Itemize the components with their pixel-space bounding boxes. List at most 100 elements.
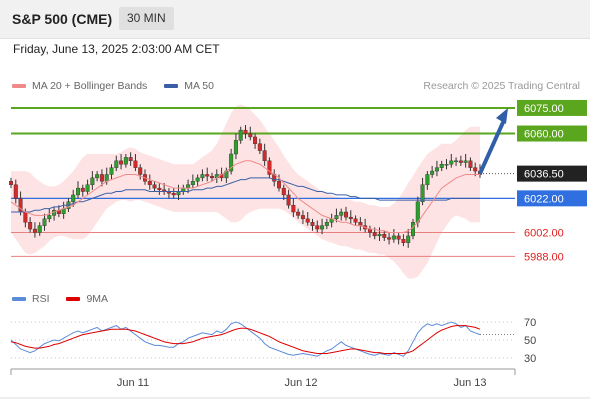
candle-body [229,153,234,172]
candle-body [147,181,152,185]
candle-body [296,211,301,216]
candle-body [166,191,171,194]
ma50-line [11,177,480,213]
candle-body [8,181,13,185]
candle-body [430,170,435,175]
candle-body [37,225,42,233]
rsi-level-label: 30 [524,353,536,365]
candle-body [411,222,416,237]
candle-body [80,187,85,192]
candle-body [329,218,334,223]
candle-body [205,174,210,177]
rsi-ma-line [10,325,481,354]
candle-body [56,210,61,214]
candle-body [95,174,100,179]
candle-body [99,174,104,182]
candle-body [90,177,95,185]
candle-body [162,189,167,192]
candle-body [195,177,200,182]
candle-body [61,208,66,214]
candle-body [138,167,143,175]
candle-body [157,187,162,191]
rsi-ma-label: 9MA [86,293,109,305]
timeframe-badge[interactable]: 30 MIN [119,7,174,30]
candle-body [66,201,71,209]
rsi-label: RSI [32,293,50,305]
candle-body [262,150,267,162]
candle-body [478,170,483,175]
price-label-box [517,99,587,116]
x-tick-label: Jun 13 [453,377,486,389]
rsi-line [10,321,481,357]
price-level-label: 6075.00 [524,103,564,115]
candle-body [71,194,76,202]
price-label-box [517,125,587,142]
candle-body [372,232,377,237]
candle-body [300,215,305,220]
instrument-title: S&P 500 (CME) [12,11,113,27]
candle-body [209,175,214,179]
candle-body [190,181,195,185]
candle-body [315,225,320,230]
price-level-label: 5988.00 [524,251,564,263]
rsi-legend: RSI 9MA [12,293,122,305]
candle-body [119,160,124,165]
price-label-box [517,190,587,207]
candle-body [473,167,478,172]
ma50-label: MA 50 [184,80,214,92]
candle-body [406,235,411,243]
candle-body [382,233,387,238]
price-label-box [517,165,587,182]
candle-body [310,222,315,226]
ma20-swatch [12,84,26,89]
candle-body [123,157,128,165]
candle-body [152,184,157,189]
candle-body [18,198,23,213]
price-level-label: 6036.50 [524,169,564,181]
candle-body [248,133,253,138]
candle-body [257,143,262,151]
candle-body [458,160,463,163]
candle-body [47,215,52,220]
candle-body [344,211,349,218]
candle-body [363,225,368,230]
candle-body [286,194,291,206]
candle-body [267,160,272,175]
forecast-arrow-head [496,107,508,124]
candle-body [387,237,392,240]
research-credit: Research © 2025 Trading Central [423,80,580,92]
candle-body [454,160,459,163]
candle-body [238,129,243,141]
candle-body [439,164,444,168]
candle-body [128,157,133,162]
candle-body [468,160,473,168]
candle-body [358,222,363,226]
candle-body [114,160,119,168]
candle-body [396,235,401,240]
candle-body [367,228,372,233]
candle-body [109,167,114,175]
ma20-line [10,160,480,233]
ma50-swatch [164,84,179,89]
candle-body [401,239,406,243]
price-level-label: 6002.00 [524,227,564,239]
candle-body [324,222,329,226]
candle-body [104,174,109,182]
candle-body [200,174,205,179]
chart-datetime: Friday, June 13, 2025 2:03:00 AM CET [13,42,220,56]
candle-body [13,184,18,199]
candle-body [253,136,258,144]
candle-body [291,204,296,213]
candle-body [277,181,282,189]
candle-body [214,174,219,179]
candle-body [224,170,229,179]
candle-body [420,184,425,202]
candle-body [142,174,147,182]
candle-body [272,174,277,182]
candle-body [186,184,191,189]
candle-body [243,129,248,134]
x-tick-label: Jun 11 [117,377,149,389]
rsi-level-label: 70 [524,317,536,329]
candle-body [449,160,454,165]
